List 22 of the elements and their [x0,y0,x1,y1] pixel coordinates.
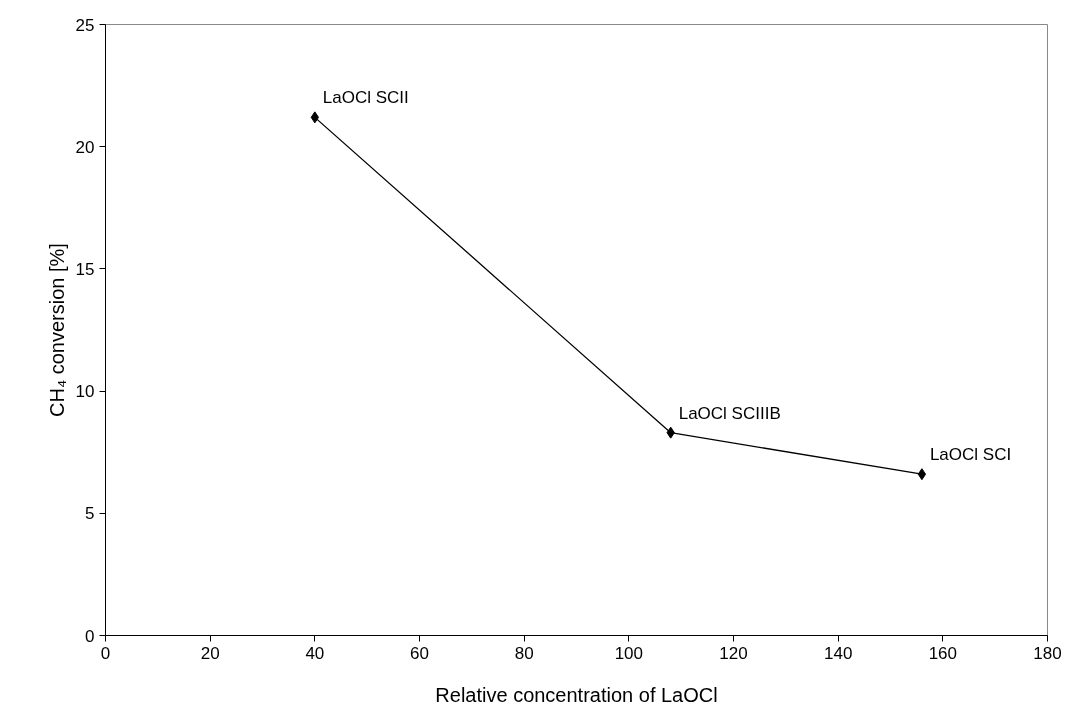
y-tick-label: 25 [75,15,95,35]
x-tick-label: 180 [1033,643,1062,663]
x-tick-label: 80 [514,643,534,663]
x-tick-label: 100 [614,643,644,663]
x-tick-label: 160 [928,643,958,663]
x-tick-label: 0 [100,643,111,663]
annotation: LaOCl SCII [322,88,409,108]
point [917,468,927,481]
y-tick-label: 10 [75,382,95,402]
annotation: LaOCl SCI [929,445,1012,465]
y-tick-label: 0 [85,626,95,646]
y-tick-label: 5 [85,504,95,524]
x-axis-title: Relative concentration of LaOCl [435,683,718,706]
x-tick-label: 40 [305,643,325,663]
y-tick-label: 15 [75,259,95,279]
y-tick-label: 20 [75,137,95,157]
y-axis-title: CH₄ conversion [%] [45,243,68,417]
x-tick-label: 20 [200,643,220,663]
x-tick-label: 140 [823,643,853,663]
x-tick-label: 60 [410,643,429,663]
annotation: LaOCl SCIIIB [678,403,781,423]
x-tick-label: 120 [719,643,748,663]
